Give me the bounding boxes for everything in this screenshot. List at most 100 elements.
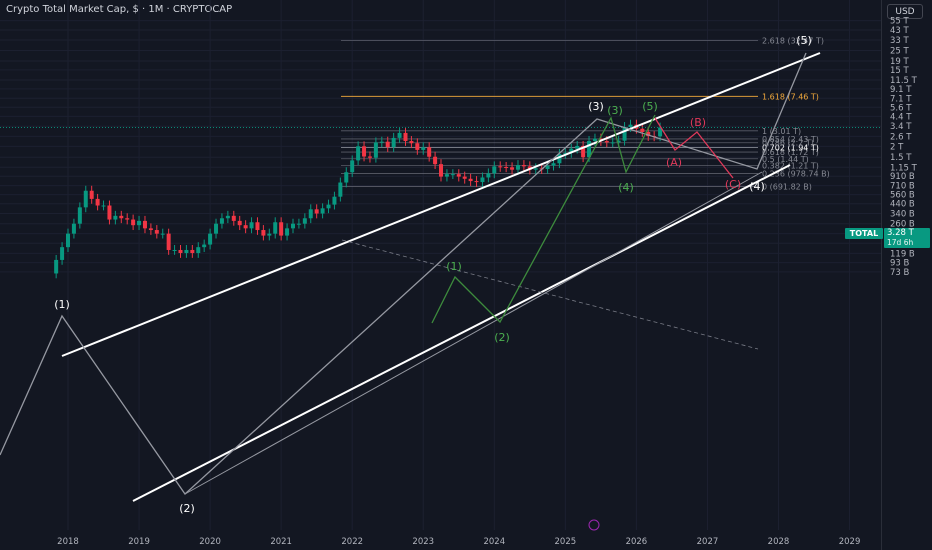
- candle-body: [302, 218, 307, 224]
- candle-body: [225, 215, 230, 219]
- fib-level-label: 1 (3.01 T): [762, 127, 801, 136]
- candle-body: [154, 230, 159, 234]
- fib-level-label: 0.786 (2.2 T): [762, 139, 814, 148]
- price-tick-label: 710 B: [890, 182, 915, 192]
- candle-body: [587, 141, 592, 158]
- candle-body: [89, 190, 94, 199]
- candle-body: [415, 143, 420, 150]
- corrective-wave-path: [654, 117, 734, 179]
- candle-body: [267, 233, 272, 236]
- candle-body: [249, 222, 254, 229]
- fib-retracement: 0 (691.82 B) 0.236 (978.74 B)0.382 (1.21 …: [341, 37, 830, 192]
- drawings: [0, 52, 881, 502]
- candle-body: [308, 209, 313, 219]
- time-tick-label: 2027: [697, 537, 719, 547]
- candle-body: [510, 167, 515, 170]
- candles: [54, 119, 663, 279]
- time-tick-label: 2020: [199, 537, 221, 547]
- candle-body: [202, 244, 207, 248]
- candle-body: [107, 205, 112, 220]
- candle-body: [551, 163, 556, 166]
- candle-body: [581, 145, 586, 158]
- intermediate-wave-label: (5): [642, 100, 658, 113]
- candle-body: [498, 166, 503, 168]
- price-tick-label: 11.5 T: [890, 76, 918, 86]
- price-axis-separator: [881, 0, 882, 550]
- decline-dashed-line: [341, 239, 759, 350]
- candle-body: [575, 145, 580, 149]
- candle-body: [658, 127, 663, 137]
- candle-body: [77, 207, 82, 224]
- time-axis[interactable]: 2018 2019 2020 2021 2022 2023 2024 2025 2026 2027…: [57, 537, 860, 547]
- price-tick-label: 25 T: [890, 47, 910, 57]
- candle-body: [492, 166, 497, 174]
- candle-body: [131, 219, 136, 226]
- candle-body: [101, 205, 106, 207]
- fib-level-label: 1.618 (7.46 T): [762, 92, 819, 101]
- time-tick-label: 2029: [839, 537, 861, 547]
- channel-lower-line: [132, 164, 791, 502]
- price-tick-label: 3.4 T: [890, 122, 912, 132]
- candle-body: [214, 223, 219, 234]
- candle-body: [255, 222, 260, 231]
- corrective-wave-label: (C): [725, 178, 741, 191]
- candle-body: [450, 174, 455, 176]
- fib-level-label: 0.854 (2.43 T): [762, 135, 819, 144]
- candle-body: [71, 223, 76, 234]
- candle-body: [385, 141, 390, 148]
- candle-body: [83, 190, 88, 208]
- candle-body: [95, 198, 100, 206]
- candle-body: [486, 173, 491, 178]
- corrective-wave-label: (A): [666, 156, 682, 169]
- time-tick-label: 2026: [626, 537, 648, 547]
- candle-body: [196, 247, 201, 254]
- time-tick-label: 2023: [412, 537, 434, 547]
- grid: [0, 0, 881, 530]
- candle-body: [640, 128, 645, 132]
- candle-body: [439, 164, 444, 177]
- candle-body: [610, 142, 615, 144]
- bar-countdown: 17d 6h: [887, 238, 914, 247]
- candle-body: [356, 146, 361, 161]
- candle-body: [569, 148, 574, 153]
- candle-body: [290, 223, 295, 229]
- candle-body: [137, 220, 142, 226]
- currency-button[interactable]: USD: [887, 4, 923, 19]
- candle-body: [243, 225, 248, 229]
- intermediate-wave-label: (1): [446, 260, 462, 273]
- primary-wave-base-line: [184, 171, 763, 495]
- candle-body: [563, 152, 568, 154]
- price-tick-label: 43 T: [890, 26, 910, 36]
- event-marker-icon: [588, 519, 600, 531]
- candle-body: [273, 222, 278, 234]
- candle-body: [433, 156, 438, 165]
- candle-body: [350, 160, 355, 173]
- candle-body: [456, 174, 461, 177]
- candle-body: [628, 124, 633, 127]
- time-tick-label: 2021: [270, 537, 292, 547]
- fib-level-label: 0.618 (1.72 T): [762, 148, 819, 157]
- price-tick-label: 2.6 T: [890, 132, 912, 142]
- candle-body: [113, 215, 118, 220]
- candle-body: [468, 178, 473, 182]
- price-tick-label: 1.5 T: [890, 153, 912, 163]
- price-tick-label: 93 B: [890, 259, 910, 269]
- time-tick-label: 2028: [768, 537, 790, 547]
- candle-body: [616, 140, 621, 143]
- candle-body: [462, 176, 467, 179]
- candle-body: [332, 196, 337, 205]
- candle-body: [142, 220, 147, 229]
- candle-body: [379, 141, 384, 143]
- primary-wave-label: (4): [749, 180, 765, 193]
- candle-body: [521, 165, 526, 167]
- price-tick-label: 7.1 T: [890, 94, 912, 104]
- chart-title: Crypto Total Market Cap, $ · 1M · CRYPTO…: [6, 4, 233, 15]
- candle-body: [237, 220, 242, 226]
- candle-body: [391, 137, 396, 148]
- candle-body: [208, 233, 213, 245]
- price-tick-label: 19 T: [890, 57, 910, 67]
- last-price: 3.28 T: [887, 228, 914, 238]
- primary-wave-path: [0, 52, 807, 495]
- candle-body: [504, 166, 509, 168]
